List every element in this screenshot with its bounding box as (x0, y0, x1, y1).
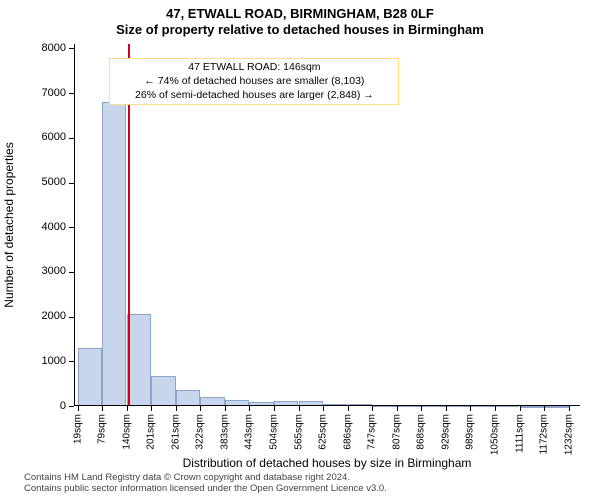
x-tick-label: 989sqm (465, 414, 476, 450)
annotation-box: 47 ETWALL ROAD: 146sqm← 74% of detached … (109, 58, 399, 105)
y-axis-title: Number of detached properties (2, 142, 16, 307)
x-tick (520, 406, 521, 411)
y-tick-label: 2000 (16, 310, 66, 322)
y-tick (69, 138, 74, 139)
x-tick-label: 322sqm (195, 414, 206, 450)
x-tick-label: 1050sqm (489, 414, 500, 455)
histogram-bar (102, 102, 126, 406)
y-tick-label: 0 (16, 400, 66, 412)
x-tick (102, 406, 103, 411)
histogram-bar (151, 376, 175, 406)
x-tick-label: 201sqm (146, 414, 157, 450)
histogram-bar (176, 390, 200, 406)
y-tick-label: 7000 (16, 87, 66, 99)
x-tick-label: 443sqm (244, 414, 255, 450)
y-tick-label: 5000 (16, 176, 66, 188)
histogram-bar (127, 314, 151, 406)
x-tick (299, 406, 300, 411)
x-tick (127, 406, 128, 411)
annotation-line: ← 74% of detached houses are smaller (8,… (114, 75, 394, 89)
x-tick-label: 686sqm (342, 414, 353, 450)
annotation-line: 47 ETWALL ROAD: 146sqm (114, 61, 394, 75)
y-tick (69, 93, 74, 94)
x-tick (274, 406, 275, 411)
x-tick-label: 929sqm (441, 414, 452, 450)
x-tick (372, 406, 373, 411)
x-axis-title: Distribution of detached houses by size … (74, 456, 580, 470)
x-tick (421, 406, 422, 411)
y-tick (69, 272, 74, 273)
x-tick (446, 406, 447, 411)
x-tick-label: 1172sqm (539, 414, 550, 454)
y-tick (69, 227, 74, 228)
x-tick-label: 261sqm (170, 414, 181, 450)
chart-title-line-1: 47, ETWALL ROAD, BIRMINGHAM, B28 0LF (0, 6, 600, 21)
x-tick (225, 406, 226, 411)
attribution-text: Contains HM Land Registry data © Crown c… (24, 472, 590, 494)
y-tick-label: 8000 (16, 42, 66, 54)
x-tick-label: 504sqm (268, 414, 279, 450)
y-tick (69, 48, 74, 49)
x-tick-label: 140sqm (121, 414, 132, 450)
x-tick-label: 79sqm (96, 414, 107, 444)
y-tick (69, 406, 74, 407)
x-tick (78, 406, 79, 411)
y-tick-label: 1000 (16, 355, 66, 367)
x-tick (249, 406, 250, 411)
x-tick-label: 807sqm (391, 414, 402, 450)
x-tick (348, 406, 349, 411)
y-tick-label: 4000 (16, 221, 66, 233)
y-tick-label: 3000 (16, 265, 66, 277)
x-tick-label: 625sqm (317, 414, 328, 450)
x-tick-label: 1111sqm (514, 414, 525, 453)
x-tick-label: 1232sqm (563, 414, 574, 455)
x-tick (569, 406, 570, 411)
bottom-spine (74, 405, 580, 406)
x-tick (176, 406, 177, 411)
x-tick (470, 406, 471, 411)
y-tick-label: 6000 (16, 131, 66, 143)
x-tick (200, 406, 201, 411)
y-tick (69, 361, 74, 362)
x-tick-label: 383sqm (219, 414, 230, 450)
x-tick-label: 565sqm (293, 414, 304, 450)
x-tick-label: 868sqm (416, 414, 427, 450)
x-tick (151, 406, 152, 411)
histogram-bar (78, 348, 102, 406)
chart-frame: 47, ETWALL ROAD, BIRMINGHAM, B28 0LF Siz… (0, 0, 600, 500)
x-tick (544, 406, 545, 411)
x-tick-label: 747sqm (367, 414, 378, 450)
x-tick (495, 406, 496, 411)
x-tick (323, 406, 324, 411)
x-tick-label: 19sqm (72, 414, 83, 444)
y-tick (69, 317, 74, 318)
chart-title-line-2: Size of property relative to detached ho… (0, 22, 600, 37)
left-spine (74, 44, 75, 406)
annotation-line: 26% of semi-detached houses are larger (… (114, 89, 394, 103)
y-tick (69, 183, 74, 184)
x-tick (397, 406, 398, 411)
plot-area: 01000200030004000500060007000800019sqm79… (74, 44, 580, 406)
